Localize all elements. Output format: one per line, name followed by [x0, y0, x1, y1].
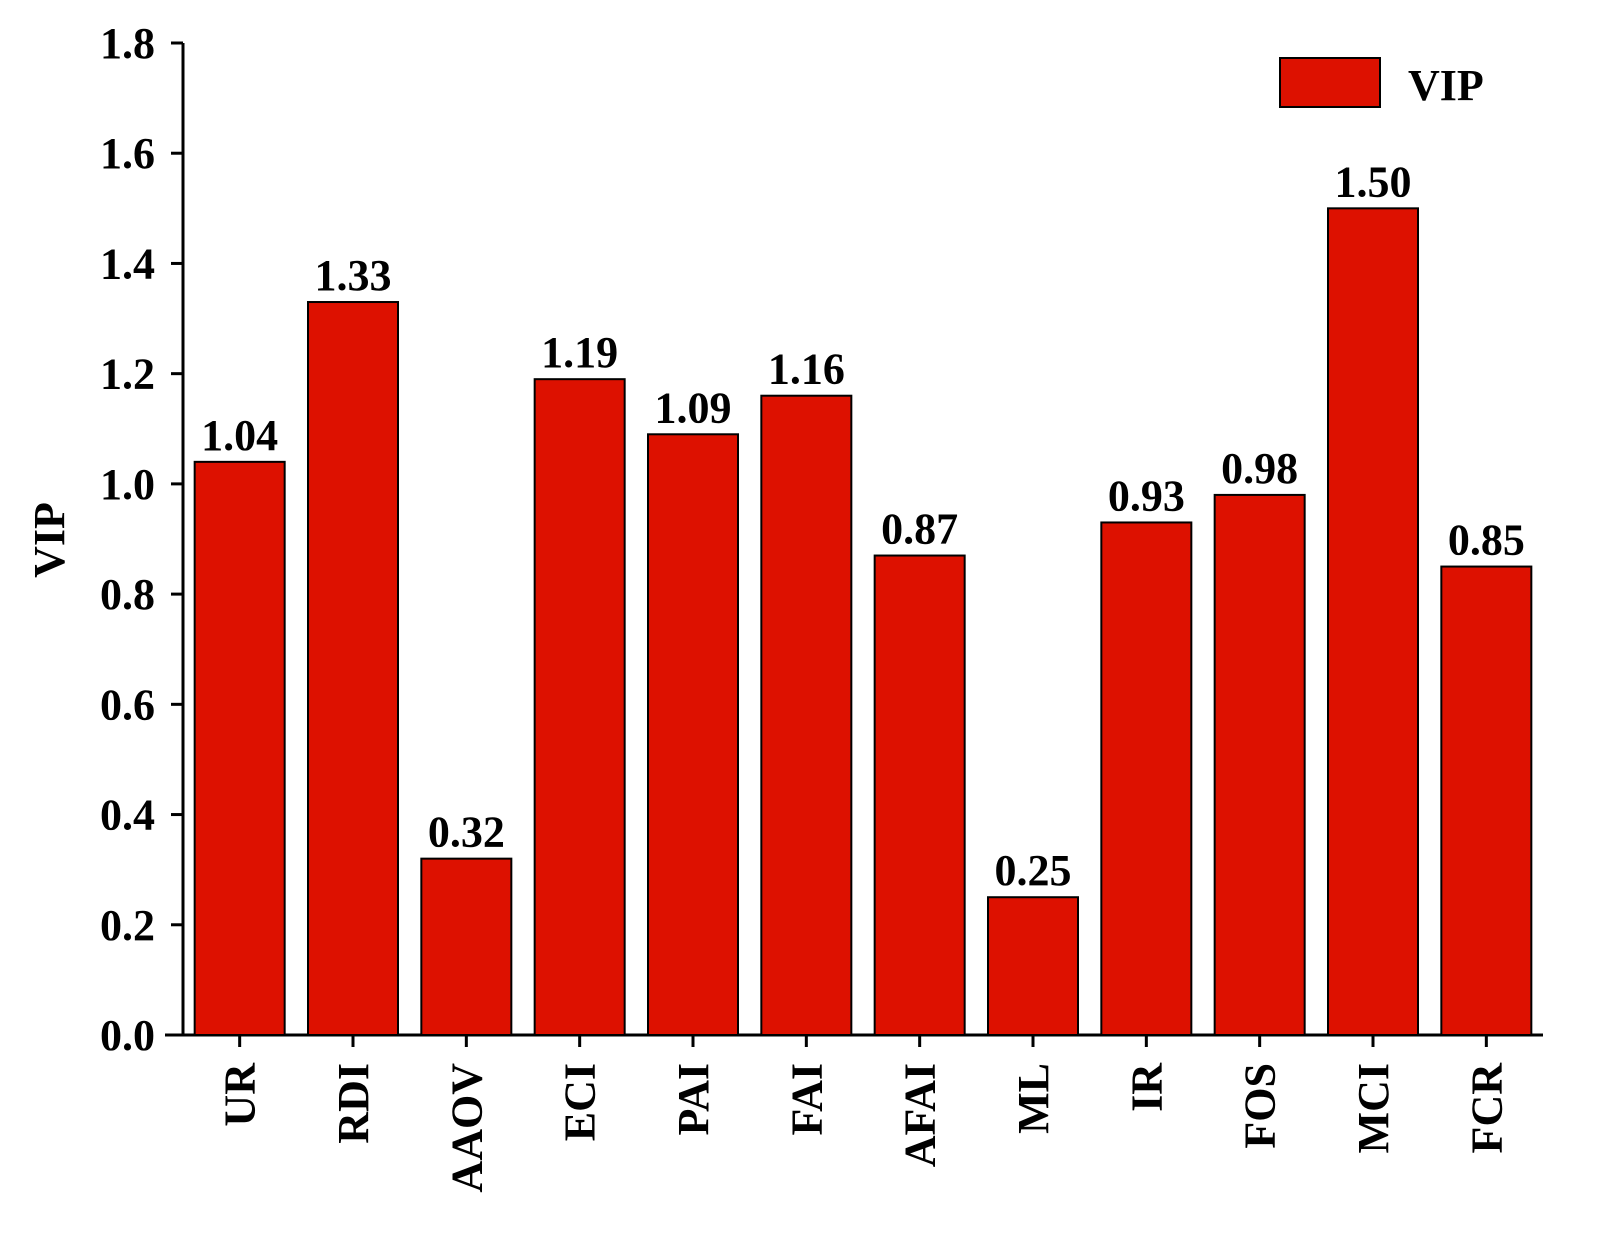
- x-tick-label: FOS: [1236, 1063, 1285, 1149]
- y-tick-label: 0.4: [100, 791, 155, 840]
- y-tick-label: 1.8: [100, 19, 155, 68]
- x-tick-label: ECI: [556, 1063, 605, 1141]
- x-tick-label: ML: [1009, 1063, 1058, 1134]
- bar: [193, 460, 286, 1037]
- bar: [1213, 493, 1306, 1036]
- x-tick-label: FCR: [1462, 1062, 1511, 1154]
- value-label: 1.09: [655, 383, 732, 432]
- value-label: 1.33: [315, 251, 392, 300]
- y-tick-label: 1.4: [100, 239, 155, 288]
- value-label: 0.93: [1108, 471, 1185, 520]
- bar: [987, 896, 1079, 1036]
- y-tick-label: 1.2: [100, 350, 155, 399]
- y-tick-label: 0.8: [100, 570, 155, 619]
- value-label: 1.19: [541, 328, 618, 377]
- value-label: 1.16: [768, 345, 845, 394]
- x-tick-label: PAI: [669, 1063, 718, 1136]
- x-tick-label: AAOV: [442, 1063, 491, 1193]
- x-tick-label: IR: [1122, 1062, 1171, 1112]
- x-tick-label: AFAI: [896, 1063, 945, 1167]
- legend-label: VIP: [1408, 61, 1484, 110]
- legend-swatch: [1279, 57, 1381, 108]
- y-tick-label: 0.2: [100, 901, 155, 950]
- y-tick-label: 1.6: [100, 129, 155, 178]
- bar: [1327, 207, 1419, 1037]
- value-label: 0.25: [995, 846, 1072, 895]
- bar: [307, 301, 399, 1036]
- y-tick-label: 0.6: [100, 680, 155, 729]
- value-label: 1.04: [201, 411, 278, 460]
- x-tick-label: FAI: [782, 1063, 831, 1136]
- y-axis-label: VIP: [25, 502, 74, 578]
- bar: [420, 857, 513, 1037]
- value-label: 0.32: [428, 808, 505, 857]
- bar: [1440, 565, 1533, 1036]
- value-label: 0.87: [881, 505, 958, 554]
- x-tick-label: UR: [216, 1062, 265, 1127]
- value-label: 0.98: [1221, 444, 1298, 493]
- x-tick-label: RDI: [329, 1063, 378, 1144]
- bar: [873, 554, 966, 1036]
- bar: [1100, 521, 1193, 1036]
- y-tick-label: 1.0: [100, 460, 155, 509]
- y-tick-label: 0.0: [100, 1011, 155, 1060]
- bar: [533, 378, 626, 1036]
- bar: [647, 433, 739, 1036]
- value-label: 1.50: [1335, 157, 1412, 206]
- bar: [760, 394, 853, 1036]
- value-label: 0.85: [1448, 516, 1525, 565]
- x-tick-label: MCI: [1349, 1063, 1398, 1153]
